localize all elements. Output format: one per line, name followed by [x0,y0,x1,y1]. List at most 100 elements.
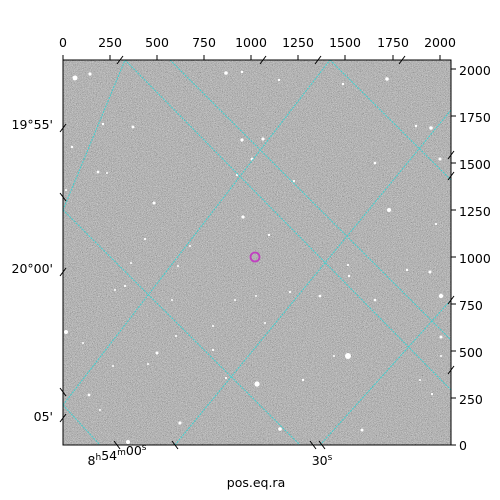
right-world-tick-1 [447,171,455,181]
dec-tick-19-55: 19°55' [12,117,54,132]
star-15 [292,179,296,183]
star-30 [405,268,409,272]
ra-tick-mark-2 [309,440,317,450]
star-25 [288,290,292,294]
grid-line-5 [319,299,451,445]
ra-top-tick-mark-1 [259,55,267,65]
star-27 [347,274,351,278]
top-tick-1500: 1500 [329,35,361,50]
grid-line-4 [174,109,451,445]
star-41 [64,330,68,334]
top-tick-1750: 1750 [377,35,409,50]
right-tick-0: 0 [459,438,467,453]
right-world-tick-3 [447,365,455,375]
star-44 [211,348,215,352]
star-45 [212,325,214,327]
right-tick-500: 500 [459,345,483,360]
star-17 [267,233,271,237]
right-tick-1750: 1750 [459,110,491,125]
top-tick-2000: 2000 [424,35,456,50]
ra-tick-30s-text: 30s [312,453,333,468]
ra-tick-mark-0 [113,440,121,450]
tick-marks [59,55,456,450]
star-31 [428,270,432,274]
top-tick-labels: 0 250 500 750 1000 1250 1500 1750 2000 [59,35,456,50]
ra-tick-mark-1 [171,440,179,450]
star-65 [234,299,236,301]
right-tick-2000: 2000 [459,63,491,78]
ra-tick-mark-3 [318,440,326,450]
dec-tick-mark-b-1 [59,387,67,397]
ra-top-tick-mark-3 [398,55,406,65]
star-8 [224,71,228,75]
right-tick-1000: 1000 [459,251,491,266]
star-32 [438,293,444,299]
star-34 [387,208,391,212]
star-21 [177,265,179,267]
right-world-tick-0 [447,150,455,160]
ra-top-tick-mark-2 [314,55,322,65]
star-18 [130,262,132,264]
ra-tick-labels: 8h54m00s 30s [88,443,333,468]
star-60 [430,392,434,396]
star-16 [241,215,245,219]
top-tick-250: 250 [98,35,122,50]
dec-tick-labels: 19°55' 20°00' 05' [12,117,54,424]
right-tick-750: 750 [459,298,483,313]
star-58 [439,335,443,339]
star-52 [254,381,260,387]
star-28 [346,263,350,267]
ra-tick-8h54m00s: 8h54m00s [88,443,147,468]
star-63 [264,322,266,324]
top-tick-1250: 1250 [282,35,314,50]
star-43 [155,351,159,355]
grid-line-6 [124,60,451,391]
target-marker [249,251,261,263]
top-tick-500: 500 [145,35,169,50]
top-tick-1000: 1000 [235,35,267,50]
grid-line-2 [63,60,331,406]
ra-top-tick-mark-0 [116,55,124,65]
grid-line-8 [169,60,451,341]
star-9 [240,70,244,74]
star-59 [440,355,442,357]
star-54 [301,378,305,382]
star-10 [277,78,281,82]
star-1 [88,72,92,76]
star-67 [65,189,67,191]
dec-tick-mark-a-1 [59,267,67,277]
star-39 [414,124,418,128]
star-37 [341,82,345,86]
grid-line-0 [63,60,126,211]
star-64 [255,295,257,297]
star-24 [171,299,173,301]
top-tick-750: 750 [192,35,216,50]
star-19 [189,245,191,247]
dec-tick-mark-a-2 [59,413,67,423]
dec-tick-20-00: 20°00' [12,261,54,276]
star-29 [373,298,377,302]
star-6 [106,172,108,174]
ra-tick-8h54m00s-text: 8h54m00s [88,443,147,468]
star-62 [224,376,228,380]
star-3 [101,122,105,126]
x-axis-title: pos.eq.ra [227,475,285,490]
star-48 [112,365,114,367]
star-68 [438,157,442,161]
star-56 [345,353,351,359]
star-42 [82,342,84,344]
star-23 [114,289,116,291]
star-53 [278,427,282,431]
star-50 [178,421,182,425]
dec-tick-mark-a-0 [59,123,67,133]
star-66 [99,409,101,411]
star-57 [360,428,364,432]
dec-tick-mark-b-0 [59,192,67,202]
coordinate-grid [63,60,451,445]
grid-line-3 [63,404,101,445]
star-4 [131,125,135,129]
star-36 [385,77,389,81]
star-26 [318,294,322,298]
star-2 [70,145,74,149]
